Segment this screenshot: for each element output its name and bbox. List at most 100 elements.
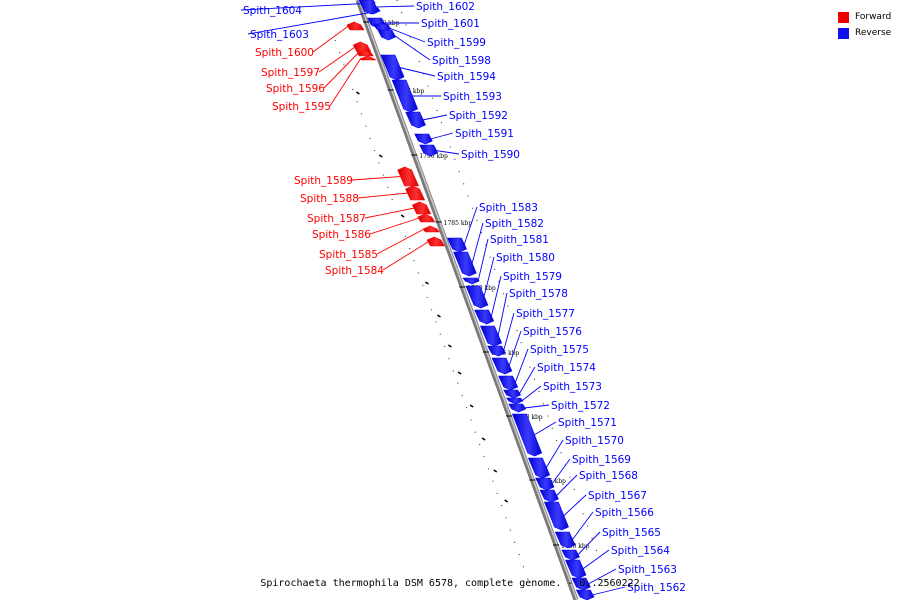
gene-leader-Spith_1563 <box>587 568 617 585</box>
gene-label-Spith_1589: Spith_1589 <box>294 175 353 187</box>
gene-leader-Spith_1597 <box>318 46 356 73</box>
gene-leader-Spith_1598 <box>393 34 431 61</box>
gene-label-Spith_1580: Spith_1580 <box>496 252 555 264</box>
gene-label-Spith_1600: Spith_1600 <box>255 47 314 59</box>
gene-arrow-Spith_1567 <box>543 501 569 531</box>
gene-Spith_1570: Spith_1570 <box>527 435 624 479</box>
gene-label-Spith_1571: Spith_1571 <box>558 417 617 429</box>
scale-tick-label: 1785 kbp <box>444 220 473 227</box>
gene-Spith_1586: Spith_1586 <box>312 213 436 241</box>
gene-Spith_1579: Spith_1579 <box>474 271 562 325</box>
gene-Spith_1577: Spith_1577 <box>487 308 575 357</box>
gene-leader-Spith_1562 <box>592 586 626 596</box>
gene-leader-Spith_1568 <box>555 474 578 497</box>
gene-leader-Spith_1591 <box>430 132 454 140</box>
legend-label-forward: Forward <box>855 12 892 22</box>
gene-leader-Spith_1570 <box>545 439 564 469</box>
strand-legend: Forward Reverse <box>838 9 891 41</box>
gene-arrow-Spith_1576 <box>491 357 513 375</box>
gene-label-Spith_1570: Spith_1570 <box>565 435 624 447</box>
gene-arrow-Spith_1586 <box>417 213 436 223</box>
scale-dash-3 <box>425 281 429 285</box>
legend-item-reverse: Reverse <box>838 25 891 41</box>
gene-label-Spith_1578: Spith_1578 <box>509 288 568 300</box>
gene-label-Spith_1603: Spith_1603 <box>250 29 309 41</box>
gene-Spith_1590: Spith_1590 <box>419 144 520 161</box>
gene-Spith_1594: Spith_1594 <box>380 54 496 83</box>
gene-arrow-Spith_1580 <box>465 285 489 309</box>
gene-leader-Spith_1588 <box>357 192 409 199</box>
gene-Spith_1604: Spith_1604 <box>240 0 376 17</box>
gene-leader-Spith_1590 <box>435 150 460 155</box>
gene-arrow-Spith_1574 <box>503 389 522 399</box>
scale-dash-2 <box>400 214 405 218</box>
gene-label-Spith_1581: Spith_1581 <box>490 234 549 246</box>
gene-arrow-Spith_1602 <box>358 0 379 15</box>
gene-Spith_1597: Spith_1597 <box>261 41 372 79</box>
gene-arrow-Spith_1575 <box>498 375 519 391</box>
gene-arrow-Spith_1565 <box>561 549 580 561</box>
gene-label-Spith_1604: Spith_1604 <box>243 5 302 17</box>
gene-label-Spith_1582: Spith_1582 <box>485 218 544 230</box>
gene-label-Spith_1584: Spith_1584 <box>325 265 384 277</box>
gene-Spith_1567: Spith_1567 <box>543 490 647 531</box>
genome-backbone-highlight <box>358 0 578 600</box>
gene-arrow-Spith_1579 <box>474 309 495 325</box>
gene-Spith_1591: Spith_1591 <box>414 128 514 145</box>
scale-dash-5 <box>447 344 452 348</box>
gene-leader-Spith_1587 <box>364 207 415 219</box>
gene-leader-Spith_1603 <box>247 10 380 35</box>
gene-Spith_1600: Spith_1600 <box>255 21 365 59</box>
gene-label-Spith_1583: Spith_1583 <box>479 202 538 214</box>
gene-arrow-Spith_1594 <box>380 54 405 81</box>
gene-arrow-Spith_1569 <box>535 477 555 491</box>
gene-leader-Spith_1594 <box>399 67 436 77</box>
reverse-swatch-icon <box>838 27 849 39</box>
gene-leader-Spith_1586 <box>369 217 420 235</box>
gene-leader-Spith_1589 <box>351 176 402 181</box>
gene-leader-Spith_1575 <box>514 348 529 384</box>
gene-leader-Spith_1599 <box>389 27 426 43</box>
gene-label-Spith_1562: Spith_1562 <box>627 582 686 594</box>
gene-Spith_1576: Spith_1576 <box>491 326 582 375</box>
genome-caption: Spirochaeta thermophila DSM 6578, comple… <box>0 578 900 589</box>
scale-tick-label: 1775 kbp <box>491 350 520 357</box>
gene-label-Spith_1592: Spith_1592 <box>449 110 508 122</box>
gene-leader-Spith_1571 <box>533 421 557 436</box>
gene-arrow-Spith_1585 <box>422 225 440 233</box>
gene-label-Spith_1579: Spith_1579 <box>503 271 562 283</box>
gene-label-Spith_1594: Spith_1594 <box>437 71 496 83</box>
reverse-guide-line <box>396 0 601 561</box>
gene-label-Spith_1573: Spith_1573 <box>543 381 602 393</box>
gene-leader-Spith_1596 <box>323 52 359 89</box>
scale-tick-label: 1800 kbp <box>371 20 400 27</box>
gene-label-Spith_1567: Spith_1567 <box>588 490 647 502</box>
gene-arrow-Spith_1570 <box>527 457 551 479</box>
gene-leader-Spith_1564 <box>582 549 610 570</box>
gene-label-Spith_1587: Spith_1587 <box>307 213 366 225</box>
gene-leader-Spith_1569 <box>551 458 571 485</box>
gene-arrow-Spith_1592 <box>405 111 426 129</box>
gene-arrow-Spith_1573 <box>506 397 524 405</box>
gene-leader-Spith_1582 <box>471 222 484 265</box>
gene-Spith_1564: Spith_1564 <box>565 545 670 579</box>
legend-item-forward: Forward <box>838 9 891 25</box>
gene-label-Spith_1598: Spith_1598 <box>432 55 491 67</box>
gene-arrow-Spith_1562 <box>575 589 595 600</box>
gene-label-Spith_1568: Spith_1568 <box>579 470 638 482</box>
gene-label-Spith_1572: Spith_1572 <box>551 400 610 412</box>
gene-arrow-Spith_1566 <box>554 531 576 549</box>
gene-label-Spith_1599: Spith_1599 <box>427 37 486 49</box>
gene-Spith_1574: Spith_1574 <box>503 362 596 399</box>
gene-label-Spith_1576: Spith_1576 <box>523 326 582 338</box>
gene-leader-Spith_1579 <box>490 275 502 318</box>
gene-Spith_1602: Spith_1602 <box>358 0 475 15</box>
gene-leader-Spith_1578 <box>497 292 508 337</box>
gene-arrow-Spith_1582 <box>453 251 477 277</box>
genome-caption-text: Spirochaeta thermophila DSM 6578, comple… <box>260 578 640 589</box>
gene-label-Spith_1569: Spith_1569 <box>572 454 631 466</box>
scale-tick-label: 1765 kbp <box>537 478 566 485</box>
scale-tick-label: 1760 kbp <box>561 543 590 550</box>
gene-arrow-Spith_1584 <box>426 236 445 247</box>
